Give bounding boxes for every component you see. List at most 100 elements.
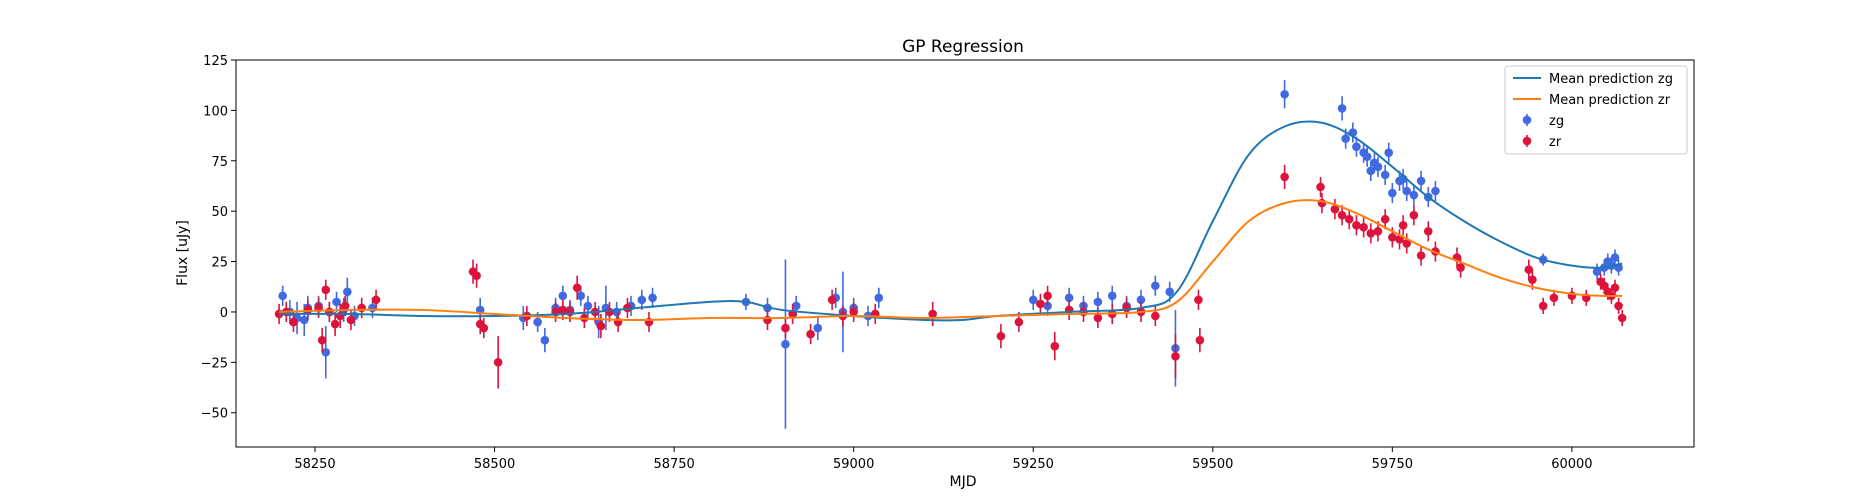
data-point-zr — [1280, 172, 1289, 182]
data-point-zg — [583, 301, 593, 311]
axes-frame — [235, 59, 1695, 448]
data-point-zr — [1352, 220, 1361, 230]
data-point-zg — [332, 297, 341, 307]
data-point-zr — [806, 329, 815, 339]
data-point-zr — [1043, 291, 1052, 301]
data-point-zg — [299, 315, 309, 325]
x-tick-label: 59000 — [833, 457, 874, 472]
data-point-zr — [1036, 299, 1045, 309]
legend-swatch-marker — [1522, 115, 1532, 125]
data-point-zg — [648, 293, 657, 303]
x-axis-label: MJD — [950, 474, 977, 490]
data-point-zg — [576, 291, 586, 301]
data-point-zg — [278, 291, 287, 301]
series-line-Mean prediction zr — [279, 199, 1623, 322]
data-point-zg — [343, 287, 352, 297]
data-point-zr — [289, 317, 298, 327]
data-point-zr — [357, 303, 366, 313]
data-point-zr — [1050, 341, 1060, 351]
data-point-zr — [1388, 233, 1397, 242]
data-point-zr — [1614, 301, 1623, 311]
y-tick-label: 0 — [220, 306, 228, 321]
data-point-zr — [1549, 293, 1559, 303]
legend-label: Mean prediction zr — [1549, 93, 1671, 108]
y-tick-label: 25 — [211, 256, 228, 271]
series-zr-points — [274, 164, 1627, 389]
data-point-zr — [605, 307, 614, 317]
data-point-zg — [1028, 295, 1038, 305]
x-tick-label: 58500 — [474, 457, 515, 472]
legend-label: Mean prediction zg — [1549, 72, 1673, 87]
y-tick-label: −50 — [201, 407, 228, 422]
data-point-zg — [1280, 89, 1289, 99]
data-point-zr — [321, 285, 331, 295]
data-point-zr — [1330, 204, 1340, 214]
data-point-zr — [346, 315, 356, 325]
data-point-zr — [493, 358, 503, 367]
data-point-zr — [1402, 239, 1412, 248]
data-point-zg — [637, 295, 647, 305]
data-point-zr — [1416, 251, 1426, 260]
data-point-zr — [572, 283, 582, 293]
data-point-zg — [874, 293, 884, 303]
data-point-zr — [1195, 335, 1205, 345]
data-point-zr — [1524, 265, 1534, 274]
data-point-zg — [1064, 293, 1074, 303]
y-tick-label: 125 — [203, 54, 228, 69]
data-point-zg — [1610, 253, 1620, 262]
data-point-zr — [1344, 214, 1354, 224]
data-point-zr — [1366, 229, 1376, 238]
data-point-zg — [1352, 142, 1361, 151]
data-point-zg — [1366, 166, 1376, 176]
data-point-zr — [317, 335, 327, 345]
data-point-zr — [1194, 295, 1203, 305]
data-point-zg — [791, 301, 801, 311]
data-point-zg — [1337, 104, 1347, 113]
data-point-zr — [1359, 222, 1368, 232]
data-point-zg — [1165, 287, 1174, 297]
data-point-zg — [1409, 190, 1419, 200]
data-point-zr — [1398, 220, 1408, 230]
data-point-zg — [1592, 267, 1602, 276]
x-tick-label: 58750 — [653, 457, 694, 472]
data-point-zr — [1337, 210, 1347, 220]
y-tick-label: 50 — [211, 205, 228, 220]
data-point-zg — [1416, 176, 1426, 186]
data-point-zg — [781, 339, 790, 349]
data-point-zr — [1171, 351, 1180, 361]
data-point-zr — [996, 331, 1006, 341]
data-point-zg — [1402, 186, 1412, 196]
data-point-zg — [1380, 170, 1390, 180]
legend: Mean prediction zg Mean prediction zr zg zr — [1504, 65, 1688, 155]
data-point-zr — [1373, 227, 1383, 236]
data-point-zr — [330, 319, 340, 329]
y-tick-label: 100 — [203, 104, 228, 119]
data-point-zr — [1538, 301, 1548, 311]
data-point-zr — [596, 321, 606, 331]
data-point-zr — [565, 307, 575, 317]
data-point-zg — [321, 347, 331, 357]
x-tick-label: 60000 — [1551, 457, 1592, 472]
legend-label: zg — [1549, 114, 1564, 129]
data-point-zr — [1610, 283, 1620, 293]
data-point-zr — [1380, 214, 1390, 224]
data-point-zr — [325, 307, 334, 317]
data-point-zr — [479, 323, 489, 333]
x-tick-label: 59500 — [1192, 457, 1233, 472]
x-tick-label: 59750 — [1372, 457, 1413, 472]
x-tick-label: 58250 — [294, 457, 335, 472]
y-axis: −50 −25 0 25 50 75 100 125 — [201, 54, 236, 422]
series-line-Mean prediction zg — [279, 120, 1623, 322]
data-point-zr — [1456, 263, 1465, 272]
y-tick-label: −25 — [201, 356, 228, 371]
legend-label: zr — [1549, 135, 1562, 150]
data-point-zg — [1431, 186, 1440, 196]
data-point-zr — [1014, 317, 1024, 327]
data-point-zr — [1617, 313, 1627, 323]
data-point-zr — [781, 323, 790, 333]
data-point-zr — [1122, 303, 1131, 313]
data-point-zr — [849, 307, 858, 317]
data-point-zg — [540, 335, 550, 345]
data-point-zg — [558, 291, 568, 301]
